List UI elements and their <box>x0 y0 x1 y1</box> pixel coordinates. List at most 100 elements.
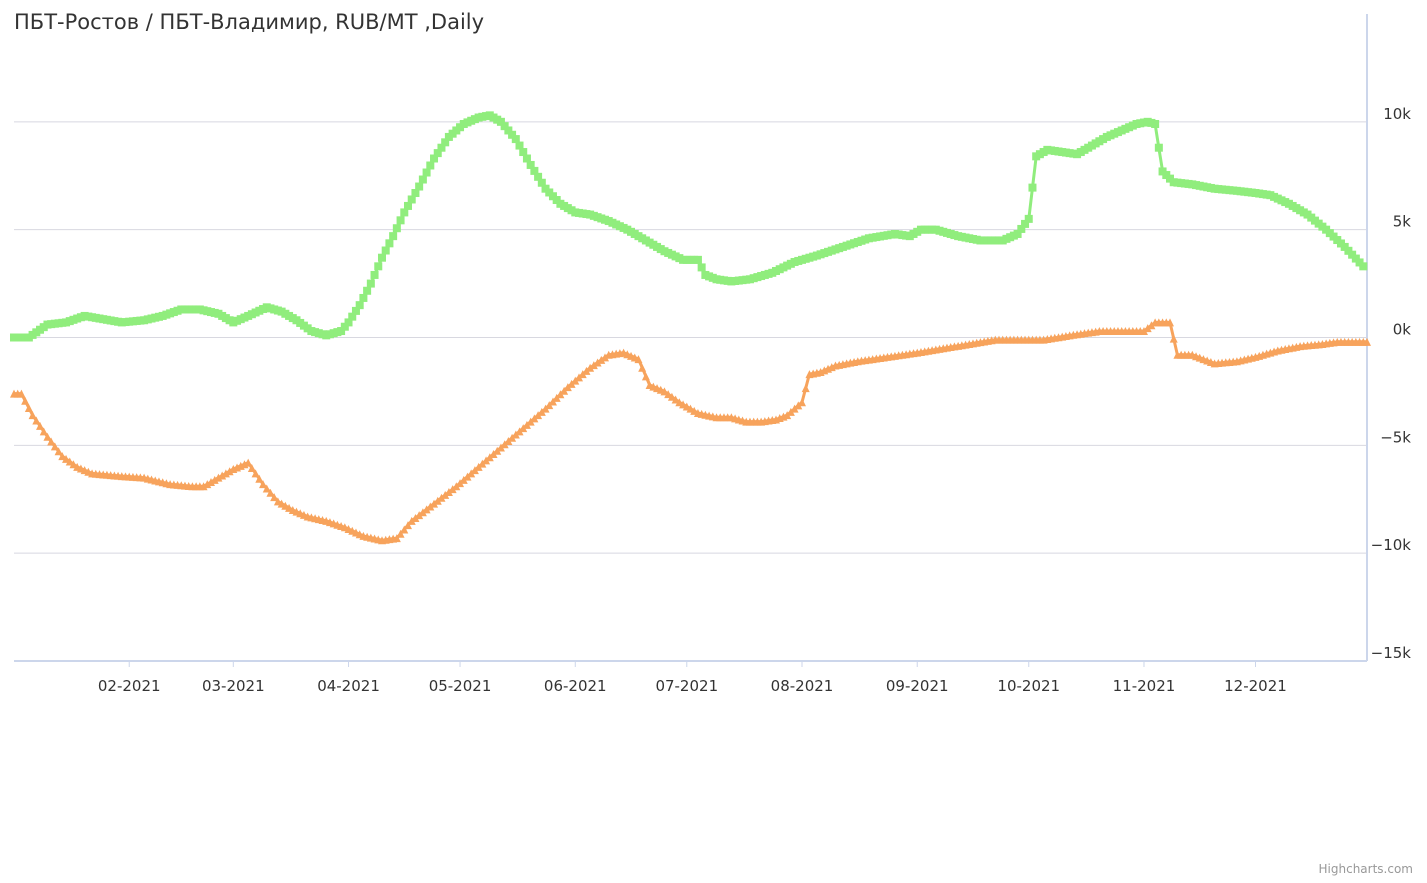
upper-band-point <box>530 166 539 175</box>
lower-band-point <box>54 447 63 456</box>
x-tick-label: 09-2021 <box>886 677 949 695</box>
lower-band-point <box>404 521 413 530</box>
lower-band-point <box>415 511 424 520</box>
lower-band-point <box>50 442 59 451</box>
upper-band-point <box>1154 143 1163 152</box>
lower-band-point <box>270 493 279 502</box>
lower-band-point <box>482 456 491 465</box>
lower-band-point <box>478 459 487 468</box>
upper-band-point <box>340 322 349 331</box>
lower-band-point <box>65 457 74 466</box>
lower-band-point <box>522 420 531 429</box>
lower-band-point <box>39 427 48 436</box>
upper-band-point <box>396 216 405 225</box>
lower-band-point <box>641 372 650 381</box>
lower-band-point <box>1147 321 1156 330</box>
upper-band-point <box>500 122 509 131</box>
upper-band-point <box>1024 214 1033 223</box>
lower-band-point <box>69 460 78 469</box>
upper-band-point <box>363 286 372 295</box>
lower-band-point <box>218 471 227 480</box>
upper-band-point <box>426 161 435 170</box>
lower-band-point <box>798 398 807 407</box>
lower-band-point <box>463 472 472 481</box>
lower-band-point <box>266 488 275 497</box>
upper-band-point <box>430 154 439 163</box>
upper-band-point <box>441 138 450 147</box>
lower-band-point <box>262 484 271 493</box>
upper-band-point <box>370 270 379 279</box>
x-tick-label: 03-2021 <box>202 677 265 695</box>
lower-band-point <box>1165 318 1174 327</box>
x-tick-label: 04-2021 <box>317 677 380 695</box>
upper-band-point <box>422 168 431 177</box>
upper-band-point <box>392 224 401 233</box>
upper-band-point <box>377 253 386 262</box>
upper-band-point <box>526 160 535 169</box>
upper-band-point <box>337 327 346 336</box>
lower-band-point <box>597 355 606 364</box>
x-tick-label: 06-2021 <box>544 677 607 695</box>
lower-band-point <box>32 416 41 425</box>
lower-band-point <box>225 467 234 476</box>
lower-band-point <box>24 403 33 412</box>
x-tick-label: 10-2021 <box>997 677 1060 695</box>
lower-band-point <box>504 437 513 446</box>
lower-band-point <box>210 475 219 484</box>
lower-band-point <box>574 373 583 382</box>
upper-band-point <box>351 306 360 315</box>
lower-band-point <box>660 387 669 396</box>
upper-band-point <box>348 312 357 321</box>
upper-band-point <box>697 263 706 272</box>
lower-band-point <box>567 379 576 388</box>
lower-band-point <box>500 440 509 449</box>
lower-band-point <box>58 452 67 461</box>
lower-band-point <box>422 505 431 514</box>
lower-band-point <box>199 482 208 491</box>
upper-band-point <box>404 201 413 210</box>
upper-band-point <box>407 195 416 204</box>
upper-band-point <box>1017 224 1026 233</box>
lower-band-point <box>667 392 676 401</box>
lower-band-point <box>578 370 587 379</box>
lower-band-point <box>801 384 810 393</box>
lower-band-point <box>400 525 409 534</box>
lower-band-point <box>586 363 595 372</box>
lower-band-point <box>396 529 405 538</box>
upper-band-point <box>1028 183 1037 192</box>
upper-band-point <box>400 208 409 217</box>
lower-band-point <box>411 513 420 522</box>
lower-band-point <box>783 411 792 420</box>
upper-band-point <box>693 255 702 264</box>
upper-band-point <box>1151 119 1160 128</box>
lower-band-point <box>207 477 216 486</box>
lower-band-point <box>664 390 673 399</box>
lower-band-point <box>43 432 52 441</box>
upper-band-point <box>366 279 375 288</box>
upper-band-point <box>511 135 520 144</box>
upper-band-point <box>359 293 368 302</box>
upper-band-point <box>437 143 446 152</box>
lower-band-point <box>433 496 442 505</box>
upper-band-point <box>1359 262 1368 271</box>
lower-band-point <box>634 355 643 364</box>
lower-band-point <box>638 363 647 372</box>
lower-band-point <box>519 424 528 433</box>
lower-band-point <box>1143 324 1152 333</box>
upper-band-point <box>418 175 427 184</box>
lower-band-point <box>21 396 30 405</box>
upper-band-point <box>534 172 543 181</box>
lower-band-point <box>392 534 401 543</box>
upper-band-point <box>515 141 524 150</box>
upper-band-point <box>504 126 513 135</box>
y-tick-label: −10k <box>1371 536 1412 554</box>
lower-band-line <box>14 320 1367 542</box>
chart-title: ПБТ-Ростов / ПБТ-Владимир, RUB/MT ,Daily <box>14 10 485 34</box>
upper-band-point <box>519 148 528 157</box>
upper-band-point <box>508 130 517 139</box>
lower-band-point <box>47 437 56 446</box>
lower-band-point <box>534 411 543 420</box>
x-tick-label: 12-2021 <box>1224 677 1287 695</box>
credits-link[interactable]: Highcharts.com <box>1318 862 1413 876</box>
